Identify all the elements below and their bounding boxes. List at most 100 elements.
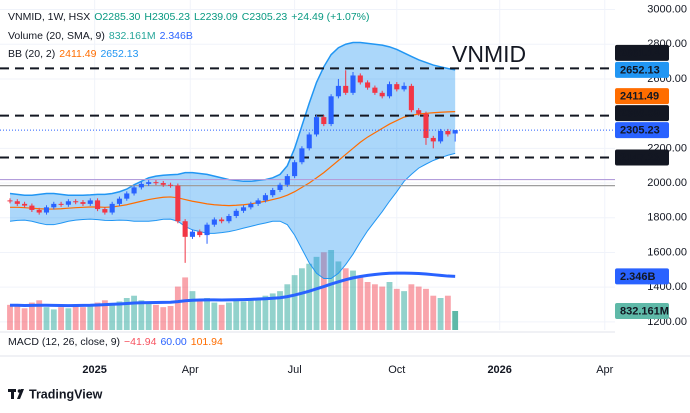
candle-body bbox=[386, 84, 393, 97]
candle-body bbox=[292, 162, 298, 177]
candle-body bbox=[357, 75, 363, 83]
candle-body bbox=[219, 219, 225, 222]
candle-body bbox=[211, 219, 217, 225]
candle-body bbox=[43, 207, 50, 213]
volume-bar bbox=[21, 308, 28, 330]
candle-body bbox=[58, 203, 64, 205]
volume-bar bbox=[7, 304, 13, 330]
y-tick-label: 3000.00 bbox=[647, 3, 687, 15]
candle-body bbox=[153, 182, 159, 184]
volume-bar bbox=[437, 298, 444, 330]
candle-body bbox=[204, 224, 210, 236]
volume-bar bbox=[123, 298, 130, 330]
candle-body bbox=[335, 85, 341, 97]
price-badge bbox=[615, 44, 669, 61]
volume-bar bbox=[379, 286, 386, 330]
candle-body bbox=[321, 117, 327, 125]
volume-bar bbox=[350, 270, 356, 330]
candle-body bbox=[365, 82, 371, 88]
legend-open: O2285.30 bbox=[94, 11, 140, 23]
candle-body bbox=[65, 201, 71, 205]
volume-bar bbox=[145, 302, 152, 330]
footer-brand: TradingView bbox=[29, 387, 103, 401]
volume-bar bbox=[342, 268, 349, 330]
volume-bar bbox=[408, 284, 415, 330]
volume-bar bbox=[131, 295, 137, 330]
volume-bar bbox=[28, 302, 35, 330]
price-badge-label: 2661.14 bbox=[620, 47, 661, 59]
candle-body bbox=[284, 176, 290, 185]
price-badge bbox=[615, 268, 669, 285]
candle-body bbox=[372, 87, 378, 93]
volume-bar bbox=[58, 307, 65, 330]
volume-bar bbox=[189, 291, 196, 330]
bollinger-basis bbox=[10, 111, 456, 210]
candle-body bbox=[189, 231, 196, 237]
candle-body bbox=[350, 75, 356, 93]
candle-body bbox=[109, 203, 115, 213]
legend-bb-name: BB (20, 2) bbox=[8, 48, 55, 60]
candle-body bbox=[160, 183, 166, 185]
volume-bar bbox=[50, 309, 57, 330]
candle-body bbox=[167, 184, 174, 186]
legend-macd-value: −41.94 bbox=[124, 336, 157, 348]
candle-body bbox=[401, 85, 407, 90]
candle-body bbox=[452, 130, 458, 134]
volume-bar bbox=[364, 282, 371, 330]
volume-bar bbox=[160, 307, 167, 330]
volume-bar bbox=[423, 288, 429, 330]
candle-body bbox=[438, 130, 444, 142]
candle-body bbox=[80, 202, 86, 204]
price-badge bbox=[615, 302, 669, 319]
candle-body bbox=[248, 203, 254, 208]
candle-body bbox=[423, 113, 429, 138]
candle-body bbox=[379, 92, 385, 97]
candle-body bbox=[124, 193, 130, 199]
volume-bar bbox=[14, 306, 21, 330]
volume-bar bbox=[255, 298, 262, 330]
candle-body bbox=[226, 216, 232, 222]
volume-bar bbox=[452, 310, 459, 330]
volume-bar bbox=[262, 295, 269, 330]
volume-bar bbox=[401, 291, 408, 330]
volume-bar bbox=[284, 284, 291, 330]
candle-body bbox=[95, 200, 101, 210]
footer-logo: TradingView bbox=[8, 387, 103, 401]
price-badge-label: 2305.23 bbox=[620, 124, 660, 136]
plot-area bbox=[0, 0, 615, 330]
volume-bar bbox=[328, 250, 335, 330]
candle-body bbox=[343, 85, 349, 93]
legend-macd: MACD (12, 26, close, 9) −41.94 60.00 101.94 bbox=[8, 336, 223, 348]
volume-bar bbox=[430, 295, 437, 330]
volume-bar bbox=[226, 302, 232, 330]
candle-body bbox=[262, 195, 268, 201]
candle-body bbox=[270, 189, 276, 196]
candle-body bbox=[313, 117, 320, 135]
logo-slash bbox=[17, 389, 24, 399]
volume-bar bbox=[306, 263, 313, 330]
volume-bar bbox=[269, 293, 276, 330]
candle-body bbox=[299, 148, 305, 163]
price-badge-label: 2652.13 bbox=[620, 64, 660, 76]
volume-bar bbox=[357, 277, 364, 330]
candle-body bbox=[22, 203, 28, 206]
candle-body bbox=[408, 85, 414, 111]
candle-body bbox=[306, 134, 312, 149]
volume-bar bbox=[444, 295, 451, 330]
volume-bar bbox=[138, 300, 145, 330]
candle-body bbox=[328, 96, 334, 125]
y-tick-label: 1600.00 bbox=[647, 246, 687, 258]
volume-bar bbox=[371, 284, 378, 330]
volume-bar bbox=[72, 304, 79, 330]
candle-body bbox=[277, 184, 283, 190]
volume-bar bbox=[101, 300, 108, 330]
bollinger-band-fill bbox=[10, 42, 456, 279]
legend-high: H2305.23 bbox=[144, 11, 190, 23]
x-tick-label: Apr bbox=[596, 364, 613, 376]
x-tick-label: 2025 bbox=[82, 364, 106, 376]
legend-low: L2239.09 bbox=[194, 11, 238, 23]
volume-bar bbox=[335, 261, 342, 330]
candle-body bbox=[146, 182, 152, 184]
